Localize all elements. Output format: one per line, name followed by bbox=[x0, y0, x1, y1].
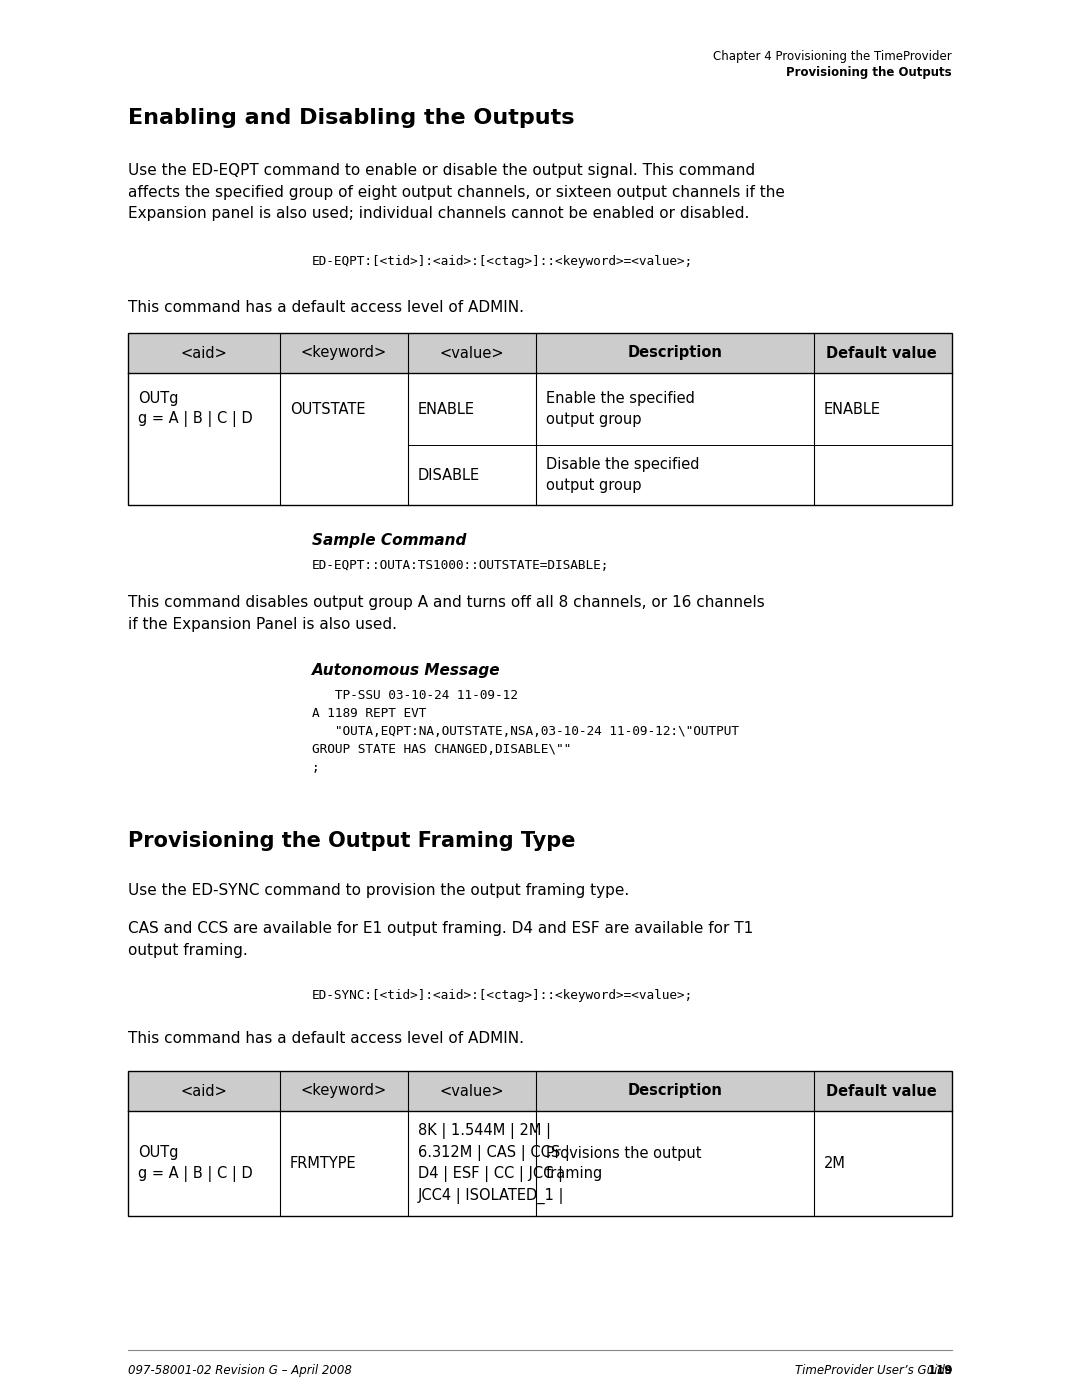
Text: ED-EQPT::OUTA:TS1000::OUTSTATE=DISABLE;: ED-EQPT::OUTA:TS1000::OUTSTATE=DISABLE; bbox=[312, 559, 609, 571]
Text: <keyword>: <keyword> bbox=[301, 1084, 387, 1098]
Text: Enable the specified
output group: Enable the specified output group bbox=[546, 391, 694, 426]
Bar bbox=[129, 1071, 951, 1111]
Text: <value>: <value> bbox=[440, 1084, 504, 1098]
Text: Default value: Default value bbox=[825, 345, 936, 360]
Text: 097-58001-02 Revision G – April 2008: 097-58001-02 Revision G – April 2008 bbox=[129, 1363, 352, 1377]
Text: This command disables output group A and turns off all 8 channels, or 16 channel: This command disables output group A and… bbox=[129, 595, 765, 631]
Text: FRMTYPE: FRMTYPE bbox=[291, 1155, 356, 1171]
Text: 8K | 1.544M | 2M |
6.312M | CAS | CCS |
D4 | ESF | CC | JCC |
JCC4 | ISOLATED_1 : 8K | 1.544M | 2M | 6.312M | CAS | CCS | … bbox=[418, 1123, 570, 1204]
Text: Use the ED-SYNC command to provision the output framing type.: Use the ED-SYNC command to provision the… bbox=[129, 883, 630, 898]
Bar bbox=[129, 332, 951, 373]
Text: Disable the specified
output group: Disable the specified output group bbox=[546, 457, 700, 493]
Text: OUTSTATE: OUTSTATE bbox=[291, 401, 365, 416]
Text: 2M: 2M bbox=[824, 1155, 846, 1171]
Text: <keyword>: <keyword> bbox=[301, 345, 387, 360]
Text: Default value: Default value bbox=[825, 1084, 936, 1098]
Text: ENABLE: ENABLE bbox=[824, 401, 881, 416]
Text: <value>: <value> bbox=[440, 345, 504, 360]
Text: Chapter 4 Provisioning the TimeProvider: Chapter 4 Provisioning the TimeProvider bbox=[713, 50, 951, 63]
Text: Use the ED-EQPT command to enable or disable the output signal. This command
aff: Use the ED-EQPT command to enable or dis… bbox=[129, 163, 785, 221]
Text: ED-SYNC:[<tid>]:<aid>:[<ctag>]::<keyword>=<value>;: ED-SYNC:[<tid>]:<aid>:[<ctag>]::<keyword… bbox=[312, 989, 693, 1002]
Text: Provisioning the Output Framing Type: Provisioning the Output Framing Type bbox=[129, 831, 576, 851]
Text: This command has a default access level of ADMIN.: This command has a default access level … bbox=[129, 300, 524, 314]
Text: This command has a default access level of ADMIN.: This command has a default access level … bbox=[129, 1031, 524, 1046]
Text: CAS and CCS are available for E1 output framing. D4 and ESF are available for T1: CAS and CCS are available for E1 output … bbox=[129, 921, 753, 957]
Text: Autonomous Message: Autonomous Message bbox=[312, 664, 501, 678]
Text: TimeProvider User’s Guide: TimeProvider User’s Guide bbox=[795, 1363, 951, 1377]
Text: Provisioning the Outputs: Provisioning the Outputs bbox=[786, 66, 951, 80]
Text: <aid>: <aid> bbox=[180, 345, 228, 360]
Text: ENABLE: ENABLE bbox=[418, 401, 475, 416]
Text: Description: Description bbox=[627, 1084, 723, 1098]
Text: OUTg
g = A | B | C | D: OUTg g = A | B | C | D bbox=[138, 391, 253, 427]
Text: Provisions the output
framing: Provisions the output framing bbox=[546, 1146, 702, 1182]
Text: DISABLE: DISABLE bbox=[418, 468, 481, 482]
Bar bbox=[129, 1071, 951, 1215]
Text: <aid>: <aid> bbox=[180, 1084, 228, 1098]
Bar bbox=[129, 332, 951, 504]
Text: Description: Description bbox=[627, 345, 723, 360]
Text: Sample Command: Sample Command bbox=[312, 534, 467, 548]
Text: TP-SSU 03-10-24 11-09-12
A 1189 REPT EVT
   "OUTA,EQPT:NA,OUTSTATE,NSA,03-10-24 : TP-SSU 03-10-24 11-09-12 A 1189 REPT EVT… bbox=[312, 689, 739, 774]
Text: 119: 119 bbox=[796, 1363, 951, 1377]
Text: ED-EQPT:[<tid>]:<aid>:[<ctag>]::<keyword>=<value>;: ED-EQPT:[<tid>]:<aid>:[<ctag>]::<keyword… bbox=[312, 256, 693, 268]
Text: Enabling and Disabling the Outputs: Enabling and Disabling the Outputs bbox=[129, 108, 575, 129]
Text: OUTg
g = A | B | C | D: OUTg g = A | B | C | D bbox=[138, 1146, 253, 1182]
